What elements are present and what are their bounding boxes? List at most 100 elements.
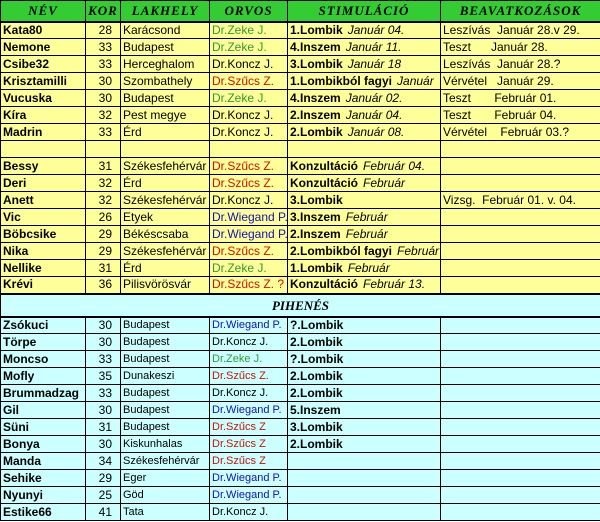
intervention-cell[interactable]: Teszt Január 28.: [440, 38, 600, 56]
name-cell[interactable]: Nyunyi: [0, 486, 86, 504]
stimulation-cell[interactable]: [287, 486, 441, 504]
city-cell[interactable]: Karácsond: [120, 21, 210, 39]
doctor-cell[interactable]: Dr.Wiegand P.: [209, 469, 288, 487]
stimulation-cell[interactable]: 2.Lombik: [287, 367, 441, 385]
city-cell[interactable]: Székesfehérvár: [120, 191, 210, 209]
stimulation-cell[interactable]: 2.Lombikból fagyi Február: [287, 242, 441, 260]
stimulation-cell[interactable]: [287, 140, 441, 158]
city-cell[interactable]: Budapest: [120, 38, 210, 56]
intervention-cell[interactable]: Teszt Február 04.: [440, 106, 600, 124]
city-cell[interactable]: Szombathely: [120, 72, 210, 90]
doctor-cell[interactable]: Dr.Wiegand P.: [209, 316, 288, 334]
intervention-cell[interactable]: [440, 140, 600, 158]
name-cell[interactable]: Bessy: [0, 157, 86, 175]
name-cell[interactable]: Kíra: [0, 106, 86, 124]
age-cell[interactable]: 29: [85, 242, 121, 260]
name-cell[interactable]: Deri: [0, 174, 86, 192]
stimulation-cell[interactable]: 1.Lombik Január 04.: [287, 21, 441, 39]
intervention-cell[interactable]: [440, 350, 600, 368]
city-cell[interactable]: Budapest: [120, 333, 210, 351]
doctor-cell[interactable]: Dr.Wiegand P.: [209, 208, 288, 226]
name-cell[interactable]: Vucuska: [0, 89, 86, 107]
age-cell[interactable]: 33: [85, 350, 121, 368]
age-cell[interactable]: 30: [85, 333, 121, 351]
city-cell[interactable]: Székesfehérvár: [120, 242, 210, 260]
age-cell[interactable]: 31: [85, 418, 121, 436]
age-cell[interactable]: 29: [85, 469, 121, 487]
city-cell[interactable]: Székesfehérvár: [120, 157, 210, 175]
doctor-cell[interactable]: Dr.Zeke J.: [209, 21, 288, 39]
name-cell[interactable]: [0, 140, 86, 158]
intervention-cell[interactable]: [440, 486, 600, 504]
doctor-cell[interactable]: Dr.Szűcs Z.: [209, 157, 288, 175]
intervention-cell[interactable]: [440, 452, 600, 470]
stimulation-cell[interactable]: Konzultáció Február 13.: [287, 276, 441, 294]
intervention-cell[interactable]: Leszívás Január 28.?: [440, 55, 600, 73]
name-cell[interactable]: Madrin: [0, 123, 86, 141]
city-cell[interactable]: Békéscsaba: [120, 225, 210, 243]
age-cell[interactable]: 29: [85, 225, 121, 243]
stimulation-cell[interactable]: 4.Inszem Január 11.: [287, 38, 441, 56]
name-cell[interactable]: Süni: [0, 418, 86, 436]
intervention-cell[interactable]: Leszívás Január 28.v 29.: [440, 21, 600, 39]
city-cell[interactable]: Budapest: [120, 418, 210, 436]
name-cell[interactable]: Csibe32: [0, 55, 86, 73]
stimulation-cell[interactable]: 5.Inszem: [287, 401, 441, 419]
header-name[interactable]: NÉV: [0, 0, 86, 23]
name-cell[interactable]: Brummadzag: [0, 384, 86, 402]
stimulation-cell[interactable]: 3.Lombik Január 18: [287, 55, 441, 73]
doctor-cell[interactable]: Dr.Szűcs Z.: [209, 242, 288, 260]
age-cell[interactable]: 31: [85, 259, 121, 277]
city-cell[interactable]: [120, 140, 210, 158]
age-cell[interactable]: 28: [85, 21, 121, 39]
doctor-cell[interactable]: Dr.Koncz J.: [209, 106, 288, 124]
name-cell[interactable]: Manda: [0, 452, 86, 470]
city-cell[interactable]: Tata: [120, 503, 210, 521]
age-cell[interactable]: 32: [85, 191, 121, 209]
stimulation-cell[interactable]: 2.Lombik: [287, 384, 441, 402]
intervention-cell[interactable]: [440, 435, 600, 453]
intervention-cell[interactable]: [440, 503, 600, 521]
age-cell[interactable]: 33: [85, 38, 121, 56]
intervention-cell[interactable]: [440, 242, 600, 260]
age-cell[interactable]: 33: [85, 123, 121, 141]
stimulation-cell[interactable]: Konzultáció Február 04.: [287, 157, 441, 175]
doctor-cell[interactable]: Dr.Koncz J.: [209, 55, 288, 73]
header-city[interactable]: LAKHELY: [120, 0, 210, 23]
age-cell[interactable]: 30: [85, 435, 121, 453]
doctor-cell[interactable]: Dr.Wiegand P.: [209, 486, 288, 504]
city-cell[interactable]: Göd: [120, 486, 210, 504]
name-cell[interactable]: Sehike: [0, 469, 86, 487]
city-cell[interactable]: Herceghalom: [120, 55, 210, 73]
intervention-cell[interactable]: [440, 384, 600, 402]
city-cell[interactable]: Budapest: [120, 350, 210, 368]
name-cell[interactable]: Anett: [0, 191, 86, 209]
doctor-cell[interactable]: Dr.Szűcs Z: [209, 452, 288, 470]
age-cell[interactable]: 26: [85, 208, 121, 226]
doctor-cell[interactable]: Dr.Koncz J.: [209, 384, 288, 402]
name-cell[interactable]: Estike66: [0, 503, 86, 521]
doctor-cell[interactable]: Dr.Szűcs Z: [209, 435, 288, 453]
city-cell[interactable]: Érd: [120, 259, 210, 277]
stimulation-cell[interactable]: 3.Inszem Február: [287, 208, 441, 226]
stimulation-cell[interactable]: 2.Lombik Január 08.: [287, 123, 441, 141]
doctor-cell[interactable]: Dr.Wiegand P.: [209, 401, 288, 419]
intervention-cell[interactable]: [440, 225, 600, 243]
age-cell[interactable]: 30: [85, 89, 121, 107]
name-cell[interactable]: Nemone: [0, 38, 86, 56]
header-stimulation[interactable]: STIMULÁCIÓ: [287, 0, 441, 23]
intervention-cell[interactable]: [440, 208, 600, 226]
header-age[interactable]: KOR: [85, 0, 121, 23]
city-cell[interactable]: Budapest: [120, 316, 210, 334]
stimulation-cell[interactable]: 1.Lombikból fagyi Január: [287, 72, 441, 90]
stimulation-cell[interactable]: 2.Lombik: [287, 333, 441, 351]
age-cell[interactable]: 30: [85, 401, 121, 419]
stimulation-cell[interactable]: 3.Lombik: [287, 191, 441, 209]
name-cell[interactable]: Moncso: [0, 350, 86, 368]
city-cell[interactable]: Pilisvörösvár: [120, 276, 210, 294]
stimulation-cell[interactable]: [287, 452, 441, 470]
doctor-cell[interactable]: Dr.Szűcs Z.: [209, 367, 288, 385]
stimulation-cell[interactable]: [287, 503, 441, 521]
stimulation-cell[interactable]: 2.Inszem Február: [287, 225, 441, 243]
city-cell[interactable]: Budapest: [120, 384, 210, 402]
